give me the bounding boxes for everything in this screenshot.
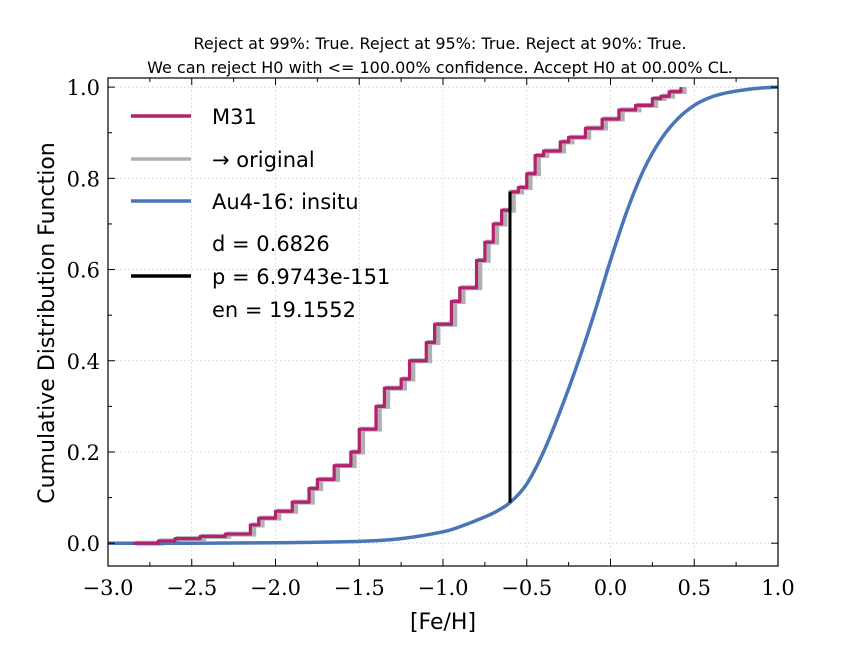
y-tick-label: 1.0 bbox=[67, 76, 100, 100]
legend-label-3: d = 0.6826 bbox=[212, 232, 330, 256]
y-tick-label: 0.4 bbox=[67, 350, 100, 374]
legend-label-1: → original bbox=[212, 148, 315, 172]
x-tick-label: −2.5 bbox=[166, 576, 217, 600]
legend-label-0: M31 bbox=[212, 105, 257, 129]
x-tick-label: −2.0 bbox=[250, 576, 301, 600]
x-tick-label: 0.5 bbox=[678, 576, 711, 600]
series-m31 bbox=[133, 87, 683, 545]
legend: M31 → original Au4-16: insitu d = 0.6826 p =… bbox=[131, 105, 390, 322]
x-tick-label: 0.0 bbox=[594, 576, 627, 600]
x-tick-label: −3.0 bbox=[83, 576, 134, 600]
y-axis-label: Cumulative Distribution Function bbox=[35, 142, 60, 503]
x-tick-label: 1.0 bbox=[761, 576, 794, 600]
series-layer bbox=[107, 85, 779, 546]
y-tick-label: 0.0 bbox=[67, 532, 100, 556]
y-tick-label: 0.2 bbox=[67, 441, 100, 465]
legend-label-5: en = 19.1552 bbox=[212, 298, 356, 322]
x-tick-label: −1.0 bbox=[418, 576, 469, 600]
y-tick-label: 0.6 bbox=[67, 259, 100, 283]
legend-label-4: p = 6.9743e-151 bbox=[212, 265, 390, 289]
tick-layer: −3.0 −2.5 −2.0 −1.5 −1.0 −0.5 0.0 0.5 1.0 0.0 0.2 0… bbox=[67, 76, 795, 600]
chart-title-line-1: Reject at 99%: True. Reject at 95%: True… bbox=[193, 34, 686, 53]
x-axis-label: [Fe/H] bbox=[410, 610, 476, 635]
series-au4-16-insitu bbox=[107, 85, 779, 545]
chart-title-line-2: We can reject H0 with <= 100.00% confide… bbox=[147, 58, 733, 77]
legend-label-2: Au4-16: insitu bbox=[212, 190, 359, 214]
y-tick-label: 0.8 bbox=[67, 167, 100, 191]
x-tick-label: −0.5 bbox=[501, 576, 552, 600]
x-tick-label: −1.5 bbox=[334, 576, 385, 600]
